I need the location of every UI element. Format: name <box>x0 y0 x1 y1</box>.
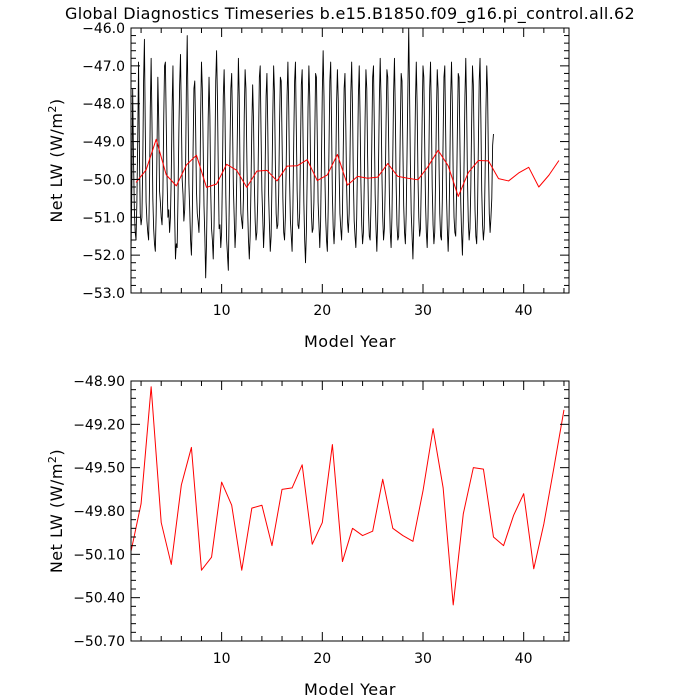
y-tick-label: −49.0 <box>82 135 125 151</box>
annual-mean-series-line <box>135 138 560 197</box>
y-tick-label: −51.0 <box>82 210 125 226</box>
x-tick-label: 10 <box>213 651 231 667</box>
plot-frame <box>130 27 570 294</box>
y-tick-label: −50.10 <box>73 547 125 563</box>
y-axis-title: Net LW (W/m2) <box>46 98 66 222</box>
y-tick-label: −50.0 <box>82 172 125 188</box>
x-tick-label: 40 <box>515 651 533 667</box>
y-axis-title-superscript: 2 <box>46 456 59 464</box>
y-tick-label: −53.0 <box>82 286 125 302</box>
y-axis-title-end: ) <box>47 98 66 105</box>
x-tick-label: 20 <box>313 651 331 667</box>
y-tick-label: −48.0 <box>82 97 125 113</box>
x-axis-title: Model Year <box>304 680 396 699</box>
y-tick-label: −50.40 <box>73 591 125 607</box>
annual-mean-panel-bottom: −50.70 −50.40 −50.10 −49.80 −49.50 −49.20 −48.… <box>46 374 570 699</box>
x-axis-title: Model Year <box>304 332 396 351</box>
y-tick-label: −49.50 <box>73 461 125 477</box>
annual-mean-series-line <box>130 386 565 606</box>
y-axis-title-main: Net LW (W/m <box>47 113 66 223</box>
x-tick-label: 40 <box>515 303 533 319</box>
x-tick-label: 30 <box>414 651 432 667</box>
y-axis-title-superscript: 2 <box>46 105 59 113</box>
x-tick-label: 10 <box>213 303 231 319</box>
y-tick-label: −49.80 <box>73 504 125 520</box>
timeseries-panel-top: −53.0 −52.0 −51.0 −50.0 −49.0 −48.0 −47.0 −46.0… <box>46 21 570 351</box>
y-axis-title: Net LW (W/m2) <box>46 449 66 573</box>
y-tick-label: −49.20 <box>73 417 125 433</box>
monthly-series-line <box>130 27 494 279</box>
figure-title: Global Diagnostics Timeseries b.e15.B185… <box>65 4 635 24</box>
y-axis-title-main: Net LW (W/m <box>47 463 66 573</box>
y-tick-label: −50.70 <box>73 634 125 650</box>
y-axis-title-end: ) <box>47 449 66 456</box>
x-tick-label: 20 <box>313 303 331 319</box>
y-tick-label: −52.0 <box>82 248 125 264</box>
y-tick-label: −46.0 <box>82 21 125 37</box>
y-tick-label: −48.90 <box>73 374 125 390</box>
y-tick-label: −47.0 <box>82 59 125 75</box>
x-tick-label: 30 <box>414 303 432 319</box>
